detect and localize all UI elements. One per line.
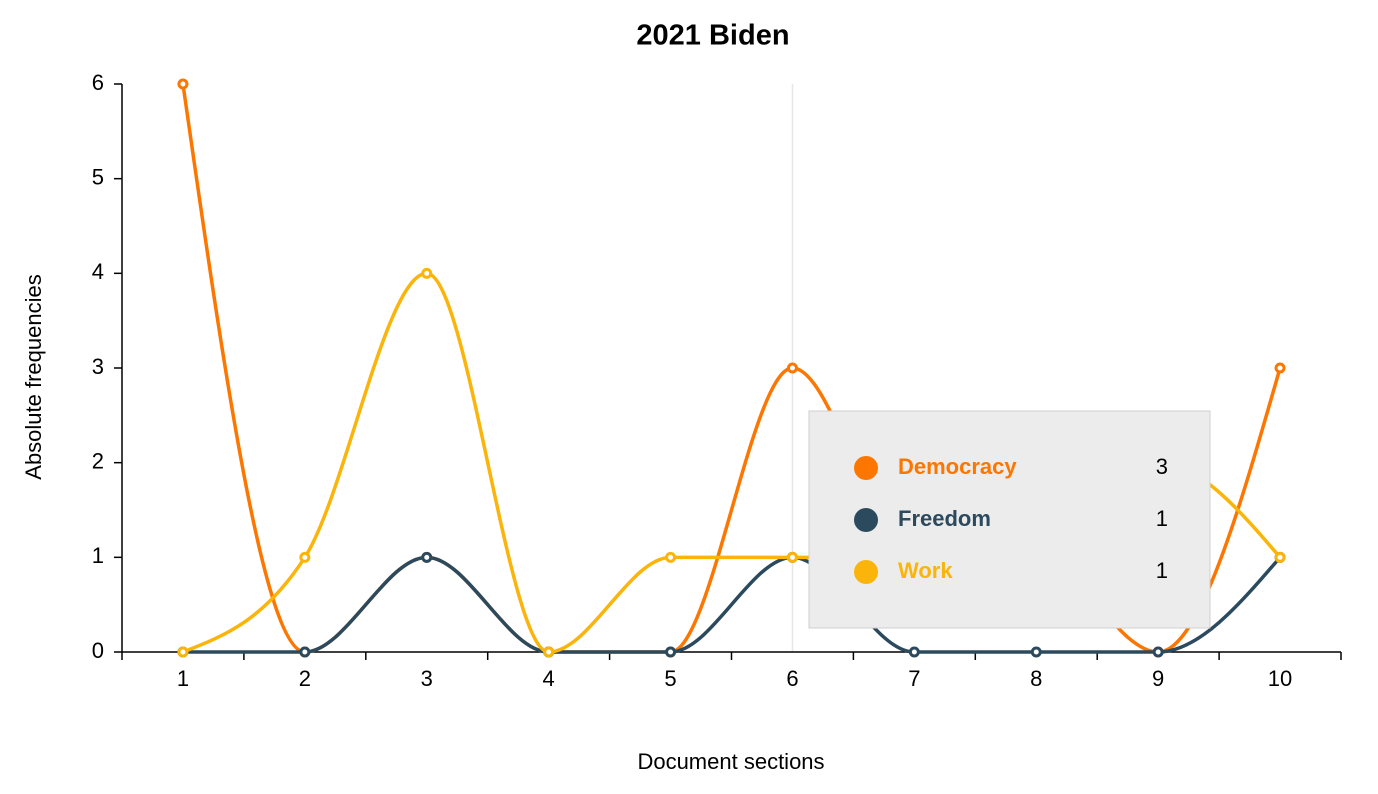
- y-tick-label: 0: [92, 638, 104, 663]
- tooltip-value: 1: [1156, 506, 1168, 531]
- x-tick-label: 9: [1152, 666, 1164, 691]
- tooltip-value: 3: [1156, 454, 1168, 479]
- y-axis-label: Absolute frequencies: [21, 274, 46, 479]
- y-tick-label: 4: [92, 259, 104, 284]
- x-tick-label: 8: [1030, 666, 1042, 691]
- data-point: [1274, 551, 1286, 563]
- y-tick-label: 5: [92, 164, 104, 189]
- y-tick-label: 3: [92, 354, 104, 379]
- tooltip-marker: [854, 456, 878, 480]
- x-tick-label: 4: [543, 666, 555, 691]
- data-point: [1152, 646, 1164, 658]
- data-point: [177, 78, 189, 90]
- chart-title: 2021 Biden: [636, 20, 789, 52]
- data-point: [299, 551, 311, 563]
- tooltip-name: Work: [898, 558, 953, 583]
- data-point: [665, 551, 677, 563]
- tooltip-marker: [854, 560, 878, 584]
- tooltip-marker: [854, 508, 878, 532]
- x-tick-label: 10: [1268, 666, 1292, 691]
- x-axis-label: Document sections: [637, 749, 824, 774]
- data-point: [1274, 362, 1286, 374]
- data-point: [786, 362, 798, 374]
- tooltip-value: 1: [1156, 558, 1168, 583]
- x-tick-label: 1: [177, 666, 189, 691]
- tooltip: Democracy 3 Freedom 1 Work 1: [808, 410, 1211, 629]
- x-tick-label: 6: [786, 666, 798, 691]
- tooltip-name: Democracy: [898, 454, 1017, 479]
- data-point: [299, 646, 311, 658]
- x-tick-label: 7: [908, 666, 920, 691]
- y-tick-label: 1: [92, 543, 104, 568]
- y-tick-label: 2: [92, 448, 104, 473]
- data-point: [543, 646, 555, 658]
- data-point: [1030, 646, 1042, 658]
- y-tick-label: 6: [92, 70, 104, 95]
- data-point: [421, 551, 433, 563]
- data-point: [665, 646, 677, 658]
- x-tick-label: 2: [299, 666, 311, 691]
- data-point: [177, 646, 189, 658]
- data-point: [908, 646, 920, 658]
- series-line: [182, 555, 1282, 654]
- x-tick-label: 3: [421, 666, 433, 691]
- x-tick-label: 5: [664, 666, 676, 691]
- tooltip-name: Freedom: [898, 506, 991, 531]
- data-point: [786, 551, 798, 563]
- data-point: [421, 267, 433, 279]
